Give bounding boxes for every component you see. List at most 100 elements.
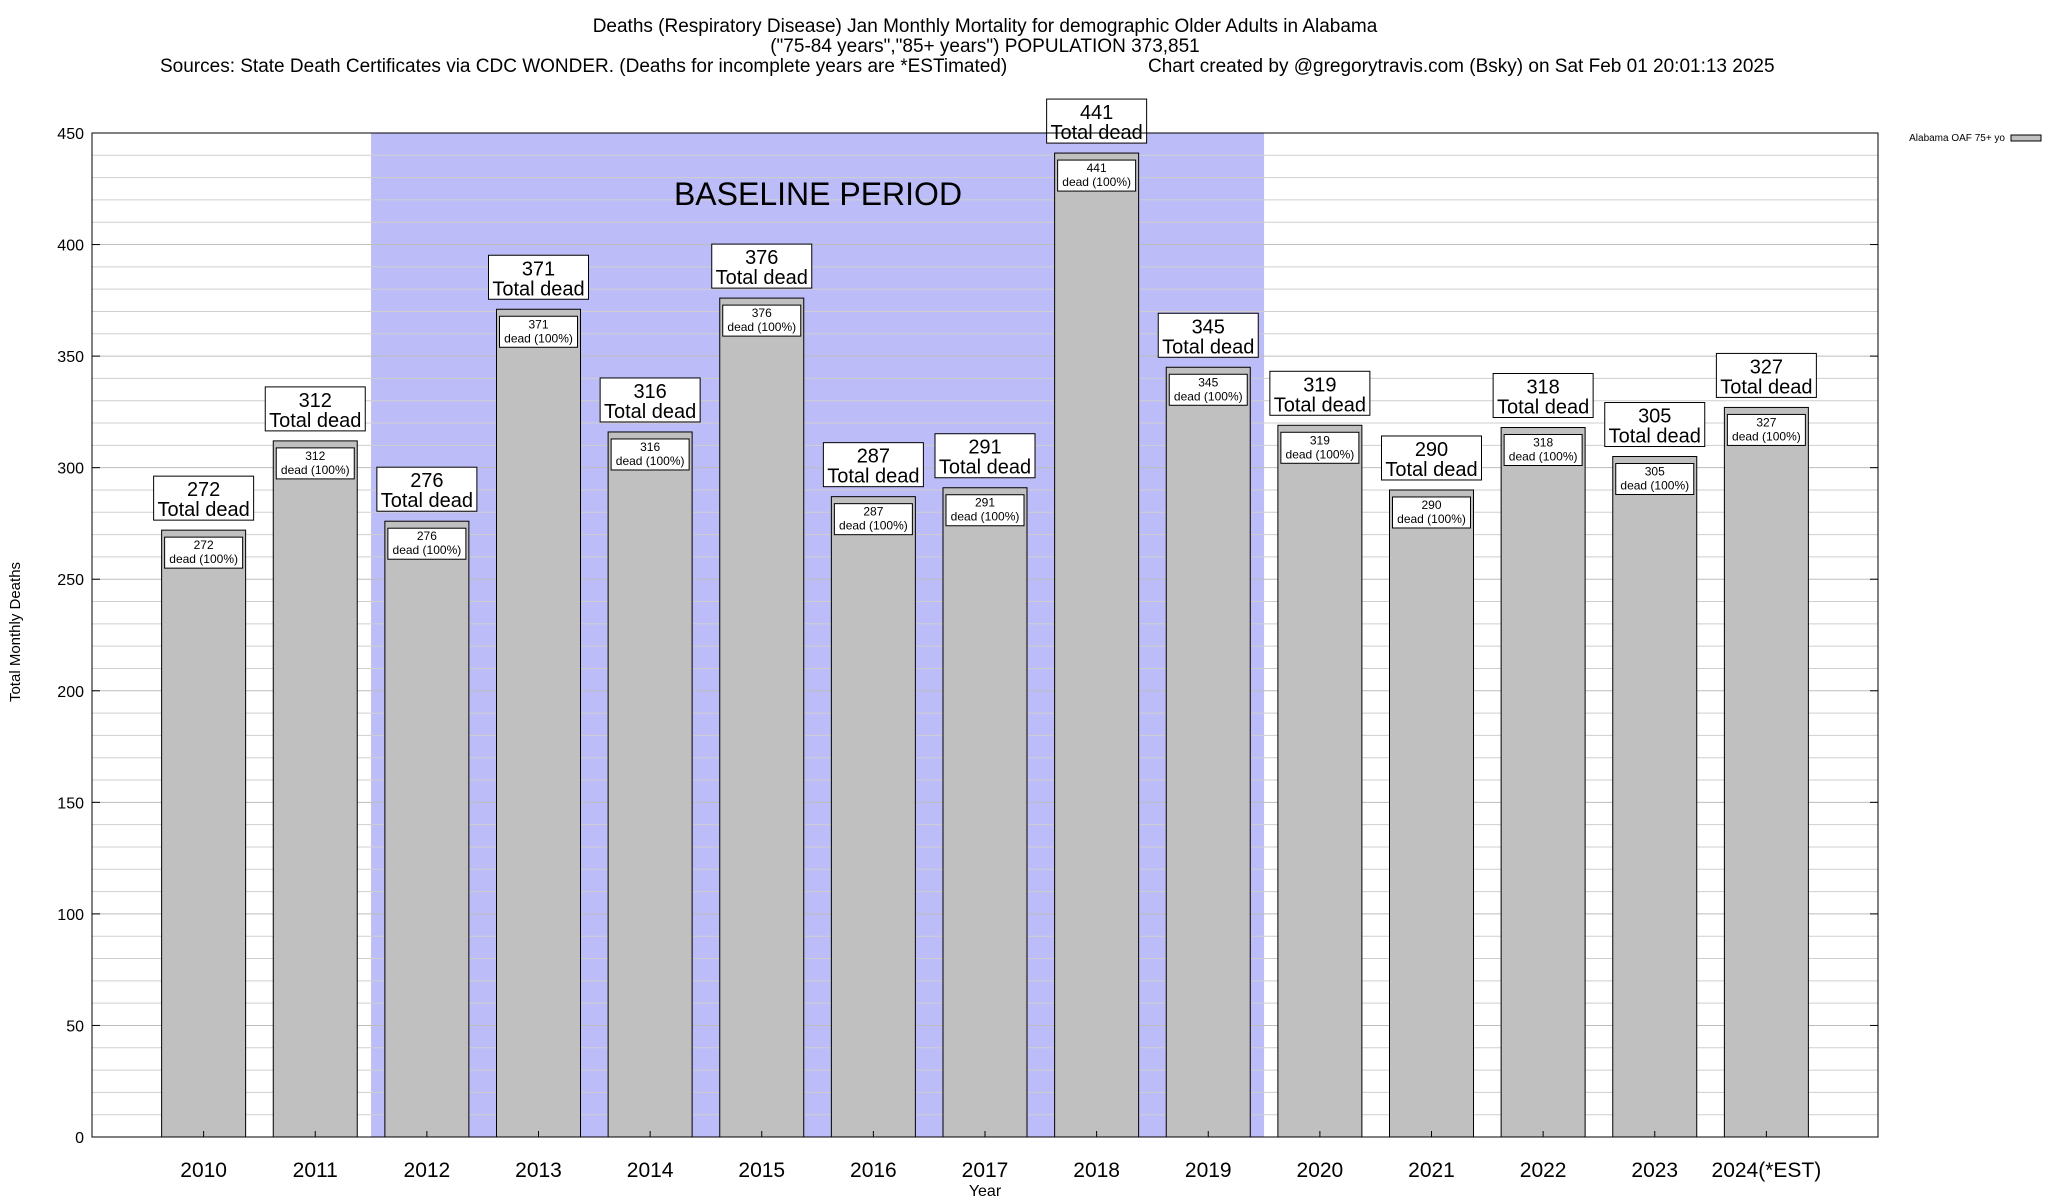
y-tick-label: 200 <box>57 684 84 701</box>
bar <box>1054 152 1140 1138</box>
y-tick-label: 150 <box>57 795 84 812</box>
total-label-box <box>822 442 924 488</box>
inner-value-label: 345 <box>1198 375 1218 389</box>
sources-text: Sources: State Death Certificates via CD… <box>160 56 1007 77</box>
bar <box>272 440 358 1138</box>
x-tick-label: 2023 <box>1631 1159 1678 1182</box>
bar <box>607 431 693 1138</box>
total-value-label: 272 <box>187 479 220 501</box>
total-dead-label: Total dead <box>157 499 249 521</box>
inner-percent-label: dead (100%) <box>1174 389 1243 403</box>
inner-label-box <box>499 315 578 348</box>
legend-swatch <box>2010 134 2042 142</box>
inner-label-box <box>610 438 690 471</box>
inner-percent-label: dead (100%) <box>1397 512 1466 526</box>
bar <box>1277 424 1363 1138</box>
inner-label-box <box>164 536 244 569</box>
bar <box>1612 456 1698 1138</box>
x-tick-label: 2010 <box>180 1159 227 1182</box>
inner-value-label: 291 <box>975 496 995 510</box>
total-dead-label: Total dead <box>492 278 584 300</box>
total-dead-label: Total dead <box>939 457 1031 479</box>
x-tick-label: 2019 <box>1185 1159 1232 1182</box>
bar <box>1165 366 1251 1138</box>
total-value-label: 376 <box>745 247 778 269</box>
inner-label-box <box>1615 463 1695 496</box>
credit-text: Chart created by @gregorytravis.com (Bsk… <box>1148 56 1775 77</box>
total-label-box <box>1492 373 1594 419</box>
inner-percent-label: dead (100%) <box>281 463 350 477</box>
inner-value-label: 371 <box>528 317 548 331</box>
x-tick-label: 2024(*EST) <box>1712 1159 1822 1182</box>
bar <box>1500 427 1586 1138</box>
total-value-label: 276 <box>410 470 443 492</box>
total-label-box <box>153 475 255 521</box>
inner-value-label: 287 <box>863 505 883 519</box>
total-value-label: 316 <box>633 381 666 403</box>
inner-value-label: 290 <box>1421 498 1441 512</box>
inner-label-box <box>1726 413 1806 446</box>
inner-percent-label: dead (100%) <box>951 510 1020 524</box>
inner-value-label: 376 <box>752 306 772 320</box>
title-line-1: Deaths (Respiratory Disease) Jan Monthly… <box>593 16 1378 37</box>
bar <box>1723 406 1809 1138</box>
x-tick-label: 2015 <box>738 1159 785 1182</box>
y-tick-label: 50 <box>66 1018 84 1035</box>
inner-value-label: 316 <box>640 440 660 454</box>
chart-title: Deaths (Respiratory Disease) Jan Monthly… <box>160 16 1775 77</box>
legend: Alabama OAF 75+ yo <box>1909 133 2042 144</box>
total-dead-label: Total dead <box>716 267 808 289</box>
total-label-box <box>1604 402 1706 448</box>
inner-percent-label: dead (100%) <box>727 320 796 334</box>
inner-value-label: 319 <box>1310 433 1330 447</box>
title-line-2: ("75-84 years","85+ years") POPULATION 3… <box>770 36 1200 57</box>
inner-value-label: 305 <box>1645 465 1665 479</box>
y-axis-label: Total Monthly Deaths <box>7 562 24 702</box>
inner-label-box <box>945 494 1025 527</box>
x-tick-label: 2016 <box>850 1159 897 1182</box>
inner-percent-label: dead (100%) <box>839 519 908 533</box>
inner-label-box <box>275 447 355 480</box>
inner-label-box <box>1503 434 1583 467</box>
x-tick-label: 2012 <box>404 1159 451 1182</box>
total-dead-label: Total dead <box>1497 397 1589 419</box>
inner-value-label: 327 <box>1756 415 1776 429</box>
total-value-label: 319 <box>1303 374 1336 396</box>
x-tick-label: 2018 <box>1073 1159 1120 1182</box>
x-axis-label: Year <box>969 1183 1002 1200</box>
x-tick-label: 2017 <box>962 1159 1009 1182</box>
total-value-label: 327 <box>1750 356 1783 378</box>
total-value-label: 291 <box>968 437 1001 459</box>
total-value-label: 312 <box>299 390 332 412</box>
legend-label: Alabama OAF 75+ yo <box>1909 133 2005 144</box>
total-dead-label: Total dead <box>604 401 696 423</box>
total-label-box <box>376 466 478 512</box>
bar <box>161 529 247 1138</box>
inner-value-label: 318 <box>1533 436 1553 450</box>
bar <box>384 520 470 1138</box>
inner-percent-label: dead (100%) <box>1620 479 1689 493</box>
baseline-period-label: BASELINE PERIOD <box>674 176 962 212</box>
x-tick-label: 2013 <box>515 1159 562 1182</box>
x-tick-label: 2020 <box>1297 1159 1344 1182</box>
bar <box>942 487 1028 1138</box>
inner-label-box <box>1392 496 1471 529</box>
axes: 2010 2011 2012 2013 2014 2015 2016 2017 2018 2019… <box>57 126 1879 1182</box>
y-tick-label: 100 <box>57 907 84 924</box>
x-tick-label: 2011 <box>293 1159 338 1182</box>
bar <box>1389 489 1474 1138</box>
y-tick-label: 450 <box>57 126 84 143</box>
total-label-box <box>1381 435 1482 481</box>
inner-value-label: 312 <box>305 449 325 463</box>
inner-label-box <box>387 527 467 560</box>
inner-percent-label: dead (100%) <box>169 552 238 566</box>
inner-percent-label: dead (100%) <box>1062 175 1131 189</box>
y-tick-label: 0 <box>75 1130 84 1147</box>
total-value-label: 287 <box>857 446 890 468</box>
total-label-box <box>599 377 701 423</box>
total-dead-label: Total dead <box>1162 336 1254 358</box>
total-dead-label: Total dead <box>827 466 919 488</box>
y-tick-label: 300 <box>57 461 84 478</box>
total-dead-label: Total dead <box>1274 394 1366 416</box>
